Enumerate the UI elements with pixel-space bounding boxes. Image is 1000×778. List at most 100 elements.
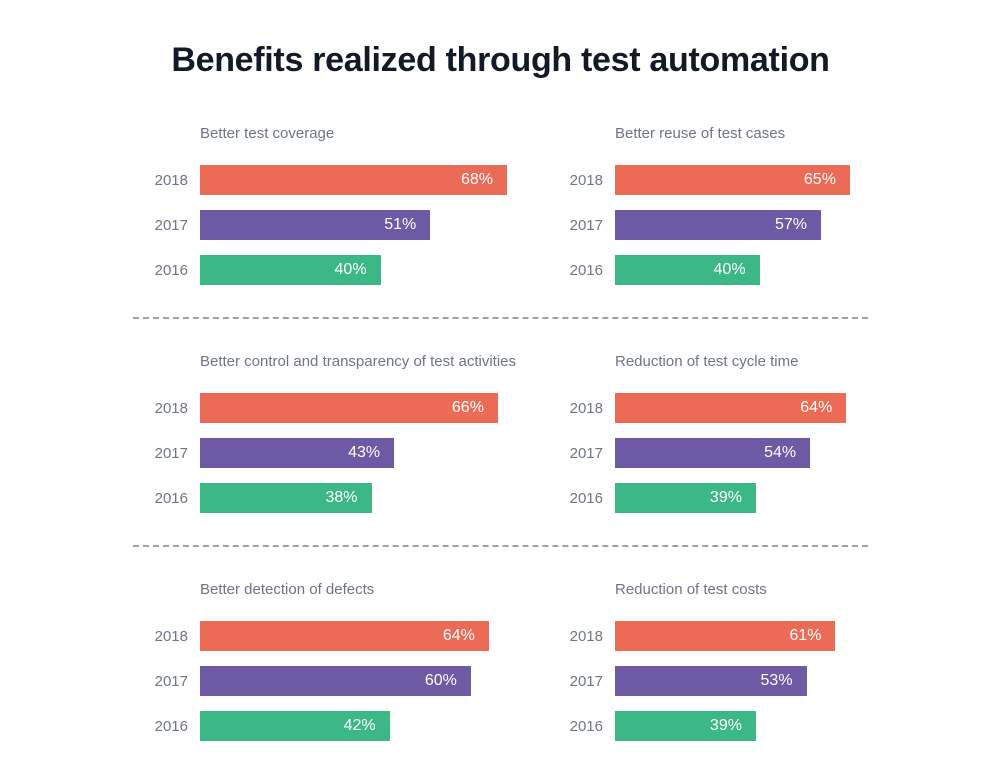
bar-track: 68%	[200, 165, 516, 196]
bar-2018: 65%	[615, 165, 850, 196]
bar-row: 2016 39%	[548, 483, 868, 514]
bar-2018: 64%	[200, 621, 489, 652]
bar-2016: 42%	[200, 711, 390, 742]
category-label: 2017	[154, 216, 188, 234]
value-label: 38%	[325, 489, 358, 507]
bar-row: 2018 68%	[133, 165, 516, 196]
category-label: 2016	[569, 717, 603, 735]
value-label: 57%	[774, 216, 807, 234]
category-label: 2016	[569, 261, 603, 279]
bar-track: 60%	[200, 666, 516, 697]
bar-row: 2018 65%	[548, 165, 868, 196]
bar-2018: 64%	[615, 393, 847, 424]
category-label: 2017	[154, 444, 188, 462]
bar-track: 66%	[200, 393, 516, 424]
bar-2017: 53%	[615, 666, 807, 697]
bar-track: 43%	[200, 438, 516, 469]
category-label: 2016	[154, 717, 188, 735]
bar-track: 61%	[615, 621, 868, 652]
category-label: 2018	[154, 171, 188, 189]
value-label: 61%	[789, 627, 822, 645]
bar-track: 40%	[200, 255, 516, 286]
bar-row: 2018 66%	[133, 393, 516, 424]
chart-title: Reduction of test costs	[615, 581, 767, 599]
bar-track: 53%	[615, 666, 868, 697]
bar-track: 64%	[200, 621, 516, 652]
category-label: 2018	[569, 171, 603, 189]
value-label: 64%	[442, 627, 475, 645]
bar-2016: 39%	[615, 483, 756, 514]
chart-better-detection-of-defects: Better detection of defects 2018 64% 201…	[133, 581, 516, 742]
bar-2017: 57%	[615, 210, 821, 241]
bar-row: 2016 42%	[133, 711, 516, 742]
category-label: 2016	[154, 489, 188, 507]
chart-title: Reduction of test cycle time	[615, 353, 799, 371]
bar-row: 2018 61%	[548, 621, 868, 652]
bar-row: 2016 38%	[133, 483, 516, 514]
value-label: 40%	[713, 261, 746, 279]
chart-title: Better detection of defects	[200, 581, 375, 599]
dashed-divider	[133, 545, 868, 548]
value-label: 42%	[343, 717, 376, 735]
category-label: 2018	[569, 627, 603, 645]
dashed-divider	[133, 317, 868, 320]
category-label: 2018	[154, 399, 188, 417]
bar-row: 2016 40%	[133, 255, 516, 286]
value-label: 53%	[760, 672, 793, 690]
charts-grid: Better test coverage 2018 68% 2017 51%	[133, 125, 868, 742]
bar-row: 2017 60%	[133, 666, 516, 697]
chart-reduction-of-test-cycle-time: Reduction of test cycle time 2018 64% 20…	[548, 353, 868, 514]
value-label: 40%	[334, 261, 367, 279]
category-label: 2017	[569, 216, 603, 234]
bar-track: 39%	[615, 711, 868, 742]
bar-2016: 39%	[615, 711, 756, 742]
category-label: 2017	[154, 672, 188, 690]
chart-better-control-and-transparency: Better control and transparency of test …	[133, 353, 516, 514]
bar-row: 2016 39%	[548, 711, 868, 742]
value-label: 39%	[709, 717, 742, 735]
value-label: 64%	[800, 399, 833, 417]
bar-2016: 40%	[200, 255, 381, 286]
chart-better-reuse-of-test-cases: Better reuse of test cases 2018 65% 2017…	[548, 125, 868, 286]
category-label: 2017	[569, 444, 603, 462]
chart-reduction-of-test-costs: Reduction of test costs 2018 61% 2017 53…	[548, 581, 868, 742]
value-label: 43%	[348, 444, 381, 462]
bar-track: 38%	[200, 483, 516, 514]
bar-2017: 51%	[200, 210, 431, 241]
chart-title: Better control and transparency of test …	[200, 353, 516, 371]
bar-row: 2017 54%	[548, 438, 868, 469]
value-label: 54%	[764, 444, 797, 462]
value-label: 60%	[424, 672, 457, 690]
value-label: 68%	[460, 171, 493, 189]
value-label: 51%	[384, 216, 417, 234]
category-label: 2016	[569, 489, 603, 507]
bar-2018: 68%	[200, 165, 507, 196]
bar-2016: 40%	[615, 255, 760, 286]
bar-row: 2017 43%	[133, 438, 516, 469]
bar-2018: 61%	[615, 621, 836, 652]
value-label: 66%	[451, 399, 484, 417]
category-label: 2018	[154, 627, 188, 645]
bar-track: 42%	[200, 711, 516, 742]
bar-row: 2018 64%	[133, 621, 516, 652]
bar-track: 57%	[615, 210, 868, 241]
category-label: 2018	[569, 399, 603, 417]
chart-better-test-coverage: Better test coverage 2018 68% 2017 51%	[133, 125, 516, 286]
chart-title: Better reuse of test cases	[615, 125, 786, 143]
bar-row: 2018 64%	[548, 393, 868, 424]
page-title: Benefits realized through test automatio…	[171, 41, 830, 79]
bar-2017: 60%	[200, 666, 471, 697]
bar-row: 2017 53%	[548, 666, 868, 697]
value-label: 39%	[709, 489, 742, 507]
value-label: 65%	[803, 171, 836, 189]
bar-row: 2017 51%	[133, 210, 516, 241]
bar-track: 65%	[615, 165, 868, 196]
bar-track: 54%	[615, 438, 868, 469]
bar-track: 40%	[615, 255, 868, 286]
category-label: 2017	[569, 672, 603, 690]
bar-track: 39%	[615, 483, 868, 514]
bar-2016: 38%	[200, 483, 372, 514]
bar-track: 64%	[615, 393, 868, 424]
bar-row: 2016 40%	[548, 255, 868, 286]
